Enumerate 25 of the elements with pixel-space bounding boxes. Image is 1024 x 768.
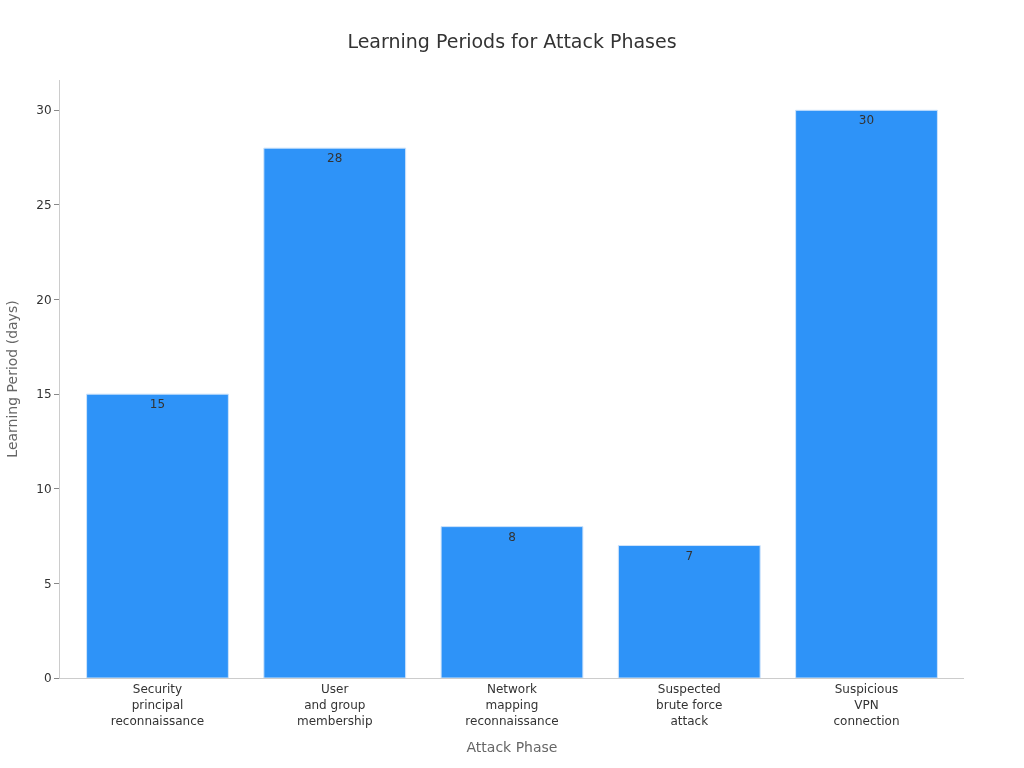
x-tick-label: Network mapping reconnaissance bbox=[465, 682, 559, 728]
chart-title: Learning Periods for Attack Phases bbox=[347, 29, 677, 52]
data-label: 30 bbox=[858, 113, 875, 128]
bar bbox=[440, 526, 584, 678]
x-tick-label: Security principal reconnaissance bbox=[110, 682, 205, 728]
y-tick-label: 10 bbox=[36, 481, 52, 496]
bar bbox=[86, 393, 229, 678]
y-axis-title: Learning Period (days) bbox=[3, 300, 20, 458]
y-tick-label: 15 bbox=[36, 387, 52, 402]
y-tick-label: 0 bbox=[43, 671, 52, 686]
data-label: 7 bbox=[685, 548, 694, 563]
x-tick-label: Suspected brute force attack bbox=[656, 682, 723, 728]
x-tick-label: User and group membership bbox=[296, 682, 373, 728]
bar bbox=[617, 545, 761, 678]
y-tick-label: 20 bbox=[36, 292, 52, 307]
bar bbox=[795, 109, 938, 678]
x-axis-title: Attack Phase bbox=[466, 738, 558, 755]
data-label: 8 bbox=[508, 529, 516, 544]
y-tick-label: 30 bbox=[36, 103, 52, 118]
data-label: 15 bbox=[149, 397, 166, 412]
y-tick-label: 25 bbox=[36, 198, 52, 213]
y-tick-label: 5 bbox=[43, 576, 52, 591]
data-label: 28 bbox=[327, 151, 343, 166]
x-tick-label: Suspicious VPN connection bbox=[833, 682, 900, 728]
bar bbox=[263, 147, 407, 678]
